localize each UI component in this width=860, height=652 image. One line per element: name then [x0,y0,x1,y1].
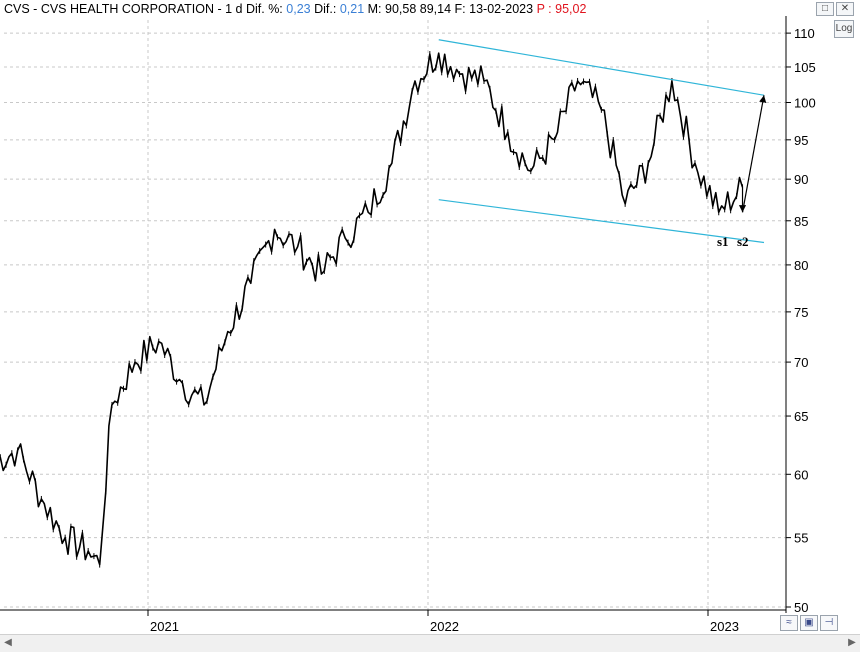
y-tick-label: 80 [794,258,808,273]
channel-upper-line[interactable] [438,39,765,96]
symbol: CVS [4,2,30,16]
max-value: 90,58 [385,2,417,16]
separator: - [29,2,41,16]
price-series [0,51,744,568]
trend-channel [438,39,765,244]
timeframe: 1 d [225,2,243,16]
projection-arrow[interactable] [741,95,767,213]
close-icon[interactable]: ✕ [836,2,854,16]
y-axis: 50 55 60 65 70 75 80 85 90 95 100 105 110 [785,16,816,615]
x-tick-label: 2023 [710,619,739,634]
separator: - [213,2,226,16]
date-value: 13-02-2023 [469,2,534,16]
scroll-right-icon[interactable]: ▶ [848,637,856,648]
log-scale-button[interactable]: Log [834,20,854,38]
x-axis: 2021 2022 2023 [0,609,786,634]
min-value: 89,14 [419,2,452,16]
y-tick-label: 105 [794,60,816,75]
chart-header: CVS - CVS HEALTH CORPORATION - 1 d Dif. … [4,2,586,18]
y-tick-label: 95 [794,133,808,148]
zoom-fit-icon[interactable]: ≈ [780,615,798,631]
y-tick-label: 75 [794,305,808,320]
price-label: P : [536,2,552,16]
x-tick-label: 2021 [150,619,179,634]
channel-lower-line[interactable] [438,199,765,244]
y-tick-label: 70 [794,355,808,370]
company-name: CVS HEALTH CORPORATION [40,2,214,16]
y-tick-label: 110 [794,26,815,41]
window-buttons: □ ✕ [816,2,854,16]
pin-icon[interactable]: ⊣ [820,615,838,631]
y-tick-label: 60 [794,467,808,482]
y-tick-label: 50 [794,600,808,615]
x-tick-label: 2022 [430,619,459,634]
price-value: 95,02 [555,2,587,16]
grid-lines [4,20,786,610]
y-tick-label: 90 [794,172,808,187]
chart-tools: ≈ ▣ ⊣ [780,615,838,631]
date-label: F: [454,2,466,16]
y-tick-label: 85 [794,214,808,229]
scroll-left-icon[interactable]: ◀ [4,637,12,648]
y-tick-label: 55 [794,531,808,546]
restore-icon[interactable]: □ [816,2,834,16]
dif-pct-value: 0,23 [286,2,311,16]
y-tick-label: 100 [794,95,816,110]
max-label: M: [367,2,382,16]
annotation-s2: s2 [737,234,749,249]
save-icon[interactable]: ▣ [800,615,818,631]
dif-pct-label: Dif. %: [245,2,283,16]
y-tick-label: 65 [794,409,808,424]
dif-value: 0,21 [339,2,365,16]
dif-label: Dif.: [314,2,337,16]
horizontal-scrollbar[interactable]: ◀ ▶ [0,634,860,652]
price-line [0,52,744,566]
projection-arrows [738,95,767,213]
annotation-s1: s1 [717,234,729,249]
